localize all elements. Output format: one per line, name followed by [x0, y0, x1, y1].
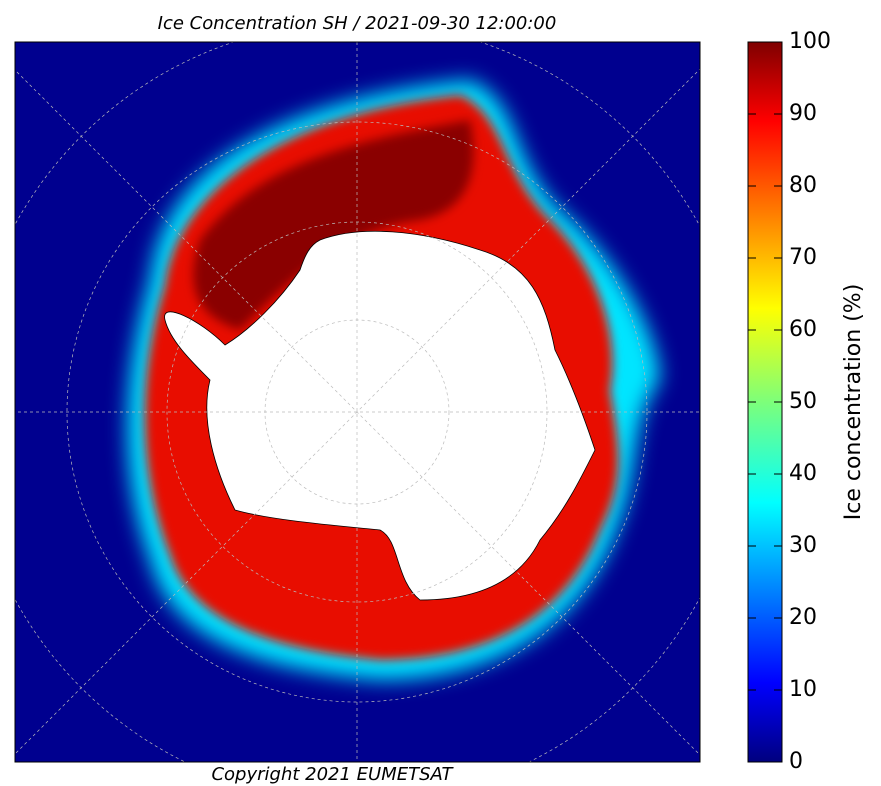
map-title: Ice Concentration SH / 2021-09-30 12:00:… [158, 13, 557, 34]
colorbar-label: Ice concentration (%) [841, 284, 866, 521]
colorbar-tick-label: 40 [789, 461, 817, 486]
colorbar-tick-label: 30 [789, 533, 817, 558]
colorbar-tick-label: 100 [789, 29, 831, 54]
copyright: Copyright 2021 EUMETSAT [211, 764, 454, 785]
antarctica [164, 230, 596, 601]
ice-dense [193, 120, 474, 330]
colorbar-tick-label: 50 [789, 389, 817, 414]
map-frame [14, 41, 701, 763]
colorbar-tick-label: 90 [789, 101, 817, 126]
colorbar-tick-label: 10 [789, 677, 817, 702]
colorbar-tick-label: 80 [789, 173, 817, 198]
colorbar-tick-label: 60 [789, 317, 817, 342]
colorbar-tick-label: 70 [789, 245, 817, 270]
colorbar-tick-label: 20 [789, 605, 817, 630]
colorbar-tick-label: 0 [789, 749, 803, 774]
